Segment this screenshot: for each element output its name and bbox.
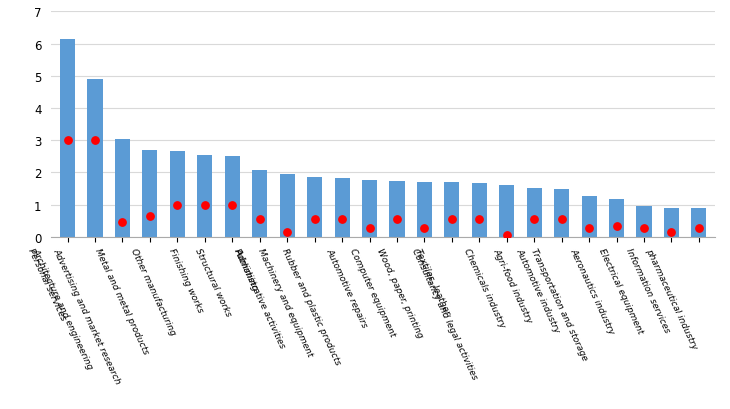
Bar	[417, 182, 432, 237]
Point	[364, 225, 375, 231]
Bar	[362, 181, 377, 237]
Point	[638, 225, 650, 231]
Bar	[225, 157, 240, 237]
Bar	[691, 209, 707, 237]
Bar	[170, 152, 185, 237]
Point	[226, 202, 238, 208]
Bar	[554, 190, 569, 237]
Point	[172, 202, 183, 208]
Point	[556, 216, 567, 223]
Bar	[389, 182, 404, 237]
Bar	[197, 155, 212, 237]
Bar	[526, 189, 542, 237]
Bar	[637, 206, 652, 237]
Bar	[60, 40, 75, 237]
Point	[62, 137, 74, 144]
Point	[693, 225, 704, 231]
Point	[199, 202, 211, 208]
Bar	[609, 200, 624, 237]
Bar	[115, 139, 130, 237]
Point	[446, 216, 458, 223]
Point	[117, 220, 128, 226]
Bar	[252, 171, 267, 237]
Point	[529, 216, 540, 223]
Point	[391, 216, 403, 223]
Bar	[280, 175, 295, 237]
Bar	[664, 209, 679, 237]
Point	[583, 225, 595, 231]
Bar	[88, 80, 103, 237]
Point	[254, 216, 266, 223]
Point	[418, 225, 430, 231]
Point	[611, 222, 623, 229]
Point	[309, 216, 320, 223]
Bar	[307, 178, 322, 237]
Point	[501, 231, 512, 238]
Point	[144, 213, 155, 220]
Bar	[445, 182, 459, 237]
Point	[337, 216, 348, 223]
Bar	[499, 186, 515, 237]
Bar	[582, 196, 596, 237]
Bar	[142, 151, 158, 237]
Bar	[334, 179, 350, 237]
Point	[666, 229, 677, 236]
Point	[281, 229, 293, 236]
Point	[89, 137, 101, 144]
Bar	[472, 183, 487, 237]
Point	[474, 216, 485, 223]
